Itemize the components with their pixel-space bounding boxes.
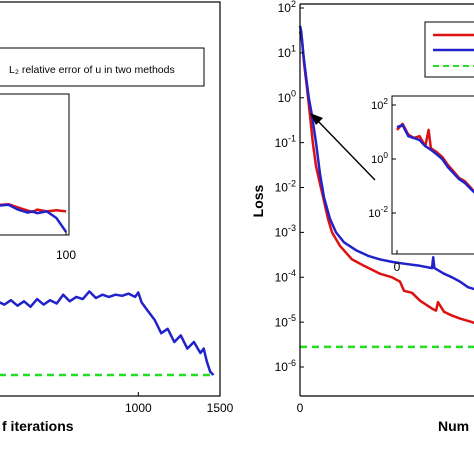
right-inset-x-ticks: 0 [394,250,401,274]
left-series-group [0,290,215,377]
left-inset-series-0 [0,202,67,214]
right-series-group [298,25,474,349]
right-series-1 [298,25,474,291]
right-series-0 [298,31,474,325]
left-inset-series-1 [0,203,68,233]
right-inset-series-group [396,122,474,194]
right-y-tick-label-2: 100 [278,89,296,105]
right-y-tick-label-6: 10-4 [275,268,296,284]
right-x-axis-label: Num [438,418,469,434]
left-legend: L₂ relative error of u in two methods [0,47,205,87]
right-inset-x-tick-label-0: 0 [394,260,401,274]
annotation-arrow-shaft [316,119,376,181]
right-y-tick-label-1: 101 [278,44,296,60]
right-y-tick-label-0: 102 [278,0,296,15]
left-legend-text: L₂ relative error of u in two methods [9,64,175,76]
annotation-arrow [310,113,376,181]
right-y-tick-label-8: 10-6 [275,358,296,374]
right-x-tick-label-0: 0 [297,401,304,415]
left-inset: 100 [0,93,76,262]
left-inset-frame [0,93,70,236]
right-chart: Loss 102 101 100 10-1 10-2 10-3 10-4 10-5 10-6 0… [250,0,474,434]
left-x-tick-label-1: 1500 [207,401,234,415]
right-inset-y-tick-label-1: 100 [371,151,388,166]
left-legend-box [0,47,205,87]
left-x-axis-label: f iterations [2,418,74,434]
right-y-tick-label-5: 10-3 [275,223,296,239]
right-y-axis-label: Loss [250,184,266,217]
right-legend [424,21,474,78]
left-plot-frame [0,1,221,397]
right-inset-frame [391,95,474,255]
left-chart: 1000 1500 f iterations L₂ relative error … [0,1,234,434]
annotation-arrow-head [310,113,323,125]
left-inset-x-ticks: 100 [56,231,76,262]
right-y-ticks: 102 101 100 10-1 10-2 10-3 10-4 10-5 10-6 [275,0,304,374]
right-inset-series-0 [396,122,474,194]
left-x-ticks: 1000 1500 [125,392,234,415]
right-inset-y-tick-label-0: 102 [371,97,388,112]
right-inset: 102 100 10-2 0 [368,95,474,274]
right-y-tick-label-7: 10-5 [275,313,296,329]
right-y-tick-label-4: 10-2 [275,178,296,194]
right-inset-y-ticks: 102 100 10-2 [368,97,396,220]
right-x-ticks: 0500 [297,392,304,415]
left-inset-series-group [0,202,68,233]
left-inset-x-tick-label-0: 100 [56,248,76,262]
left-series-0 [0,290,215,376]
right-y-tick-label-3: 10-1 [275,133,296,149]
right-inset-y-tick-label-2: 10-2 [368,205,388,220]
left-x-tick-label-0: 1000 [125,401,152,415]
right-inset-series-1 [396,123,474,194]
